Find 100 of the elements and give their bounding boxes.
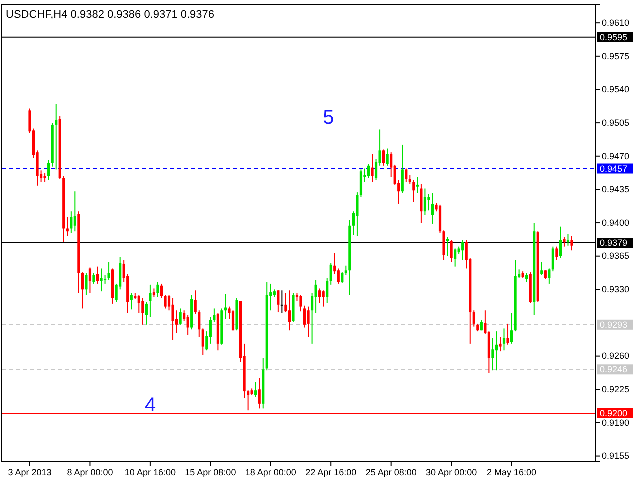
candlestick [330, 262, 332, 286]
candlestick [164, 294, 167, 310]
candlestick [367, 164, 370, 179]
annotation: 4 [144, 394, 156, 417]
candlestick [213, 308, 216, 323]
candlestick [96, 266, 100, 284]
candlestick [337, 268, 340, 284]
annotation: 5 [323, 106, 334, 129]
candlestick [431, 193, 434, 224]
candlestick [202, 328, 204, 356]
ref-line-label: 0.9457 [600, 164, 628, 174]
candlestick [108, 262, 110, 281]
x-tick-label: 18 Apr 00:00 [245, 467, 296, 478]
candlestick [495, 331, 498, 372]
ref-line-label: 0.9379 [600, 238, 628, 248]
candlestick [506, 323, 510, 346]
x-tick-label: 2 May 16:00 [487, 467, 537, 478]
candlestick [424, 188, 427, 216]
candlestick [566, 234, 570, 246]
candlestick [454, 248, 457, 268]
y-tick-label: 0.9225 [602, 384, 630, 395]
candlestick [194, 290, 197, 315]
x-tick-label: 10 Apr 16:00 [124, 467, 176, 478]
candlestick [198, 310, 201, 338]
candlestick [66, 216, 69, 237]
x-tick-label: 8 Apr 00:00 [67, 467, 114, 478]
candlestick [446, 236, 450, 257]
candlestick [382, 149, 386, 166]
chart-title: USDCHF,H4 0.9382 0.9386 0.9371 0.9376 [6, 9, 215, 21]
candlestick [401, 144, 404, 194]
candlestick [556, 246, 558, 261]
candlestick [371, 154, 374, 183]
candlestick [48, 160, 50, 181]
y-tick-label: 0.9260 [602, 351, 630, 362]
x-tick-label: 15 Apr 08:00 [185, 467, 236, 478]
y-tick-label: 0.9610 [602, 18, 630, 28]
candlestick [100, 268, 103, 292]
candlestick [416, 176, 419, 194]
candlestick [70, 211, 73, 234]
y-tick-label: 0.9190 [602, 418, 630, 428]
candlestick [288, 290, 292, 332]
candlestick [412, 180, 416, 203]
candlestick [326, 278, 329, 304]
candlestick [303, 305, 306, 328]
candlestick [280, 290, 284, 314]
x-tick-label: 30 Apr 00:00 [426, 467, 478, 478]
candlestick [88, 267, 92, 294]
y-tick-label: 0.9505 [602, 118, 630, 128]
candlestick [232, 310, 235, 332]
candlestick [258, 378, 261, 410]
candlestick [142, 298, 144, 326]
candlestick [172, 298, 174, 341]
candlestick [341, 272, 344, 284]
candlestick [570, 236, 574, 252]
candlestick [149, 284, 152, 318]
candlestick [472, 310, 476, 328]
candlestick [314, 280, 318, 314]
y-tick-label: 0.9540 [602, 84, 630, 95]
candlestick [92, 272, 96, 284]
candlestick [160, 283, 164, 299]
candlestick [450, 240, 453, 263]
candlestick [156, 282, 160, 298]
ref-line-label: 0.9200 [600, 408, 628, 418]
candlestick [179, 308, 182, 326]
candlestick [307, 306, 310, 338]
candlestick [145, 302, 148, 326]
y-tick-label: 0.9470 [602, 151, 630, 162]
candlestick [344, 265, 348, 276]
candlestick [130, 292, 133, 310]
candlestick [138, 294, 140, 314]
candlestick [322, 290, 325, 308]
candlestick [502, 328, 506, 352]
x-tick-label: 25 Apr 08:00 [366, 467, 417, 478]
y-tick-label: 0.9435 [602, 184, 630, 195]
y-tick-label: 0.9400 [602, 218, 630, 228]
candlestick [552, 246, 554, 272]
candlestick [74, 191, 76, 232]
y-tick-label: 0.9575 [602, 51, 630, 62]
candlestick [247, 390, 250, 412]
candlestick [499, 336, 502, 352]
candlestick [318, 288, 322, 304]
y-tick-label: 0.9330 [602, 284, 630, 295]
candlestick [405, 168, 408, 183]
candlestick [55, 104, 58, 170]
candlestick [559, 226, 562, 259]
y-tick-label: 0.9365 [602, 251, 630, 262]
candlestick [81, 272, 84, 310]
candlestick [462, 240, 464, 261]
candlestick [420, 183, 423, 224]
candlestick [540, 262, 544, 276]
candlestick [300, 294, 302, 312]
candlestick [254, 382, 258, 398]
candlestick [186, 314, 190, 336]
x-tick-label: 22 Apr 16:00 [306, 467, 357, 478]
x-tick-label: 3 Apr 2013 [8, 467, 52, 478]
candlestick [85, 272, 88, 296]
ref-line-label: 0.9595 [600, 32, 628, 42]
candlestick [386, 148, 389, 166]
candlestick [277, 290, 280, 314]
candlestick [548, 268, 551, 284]
